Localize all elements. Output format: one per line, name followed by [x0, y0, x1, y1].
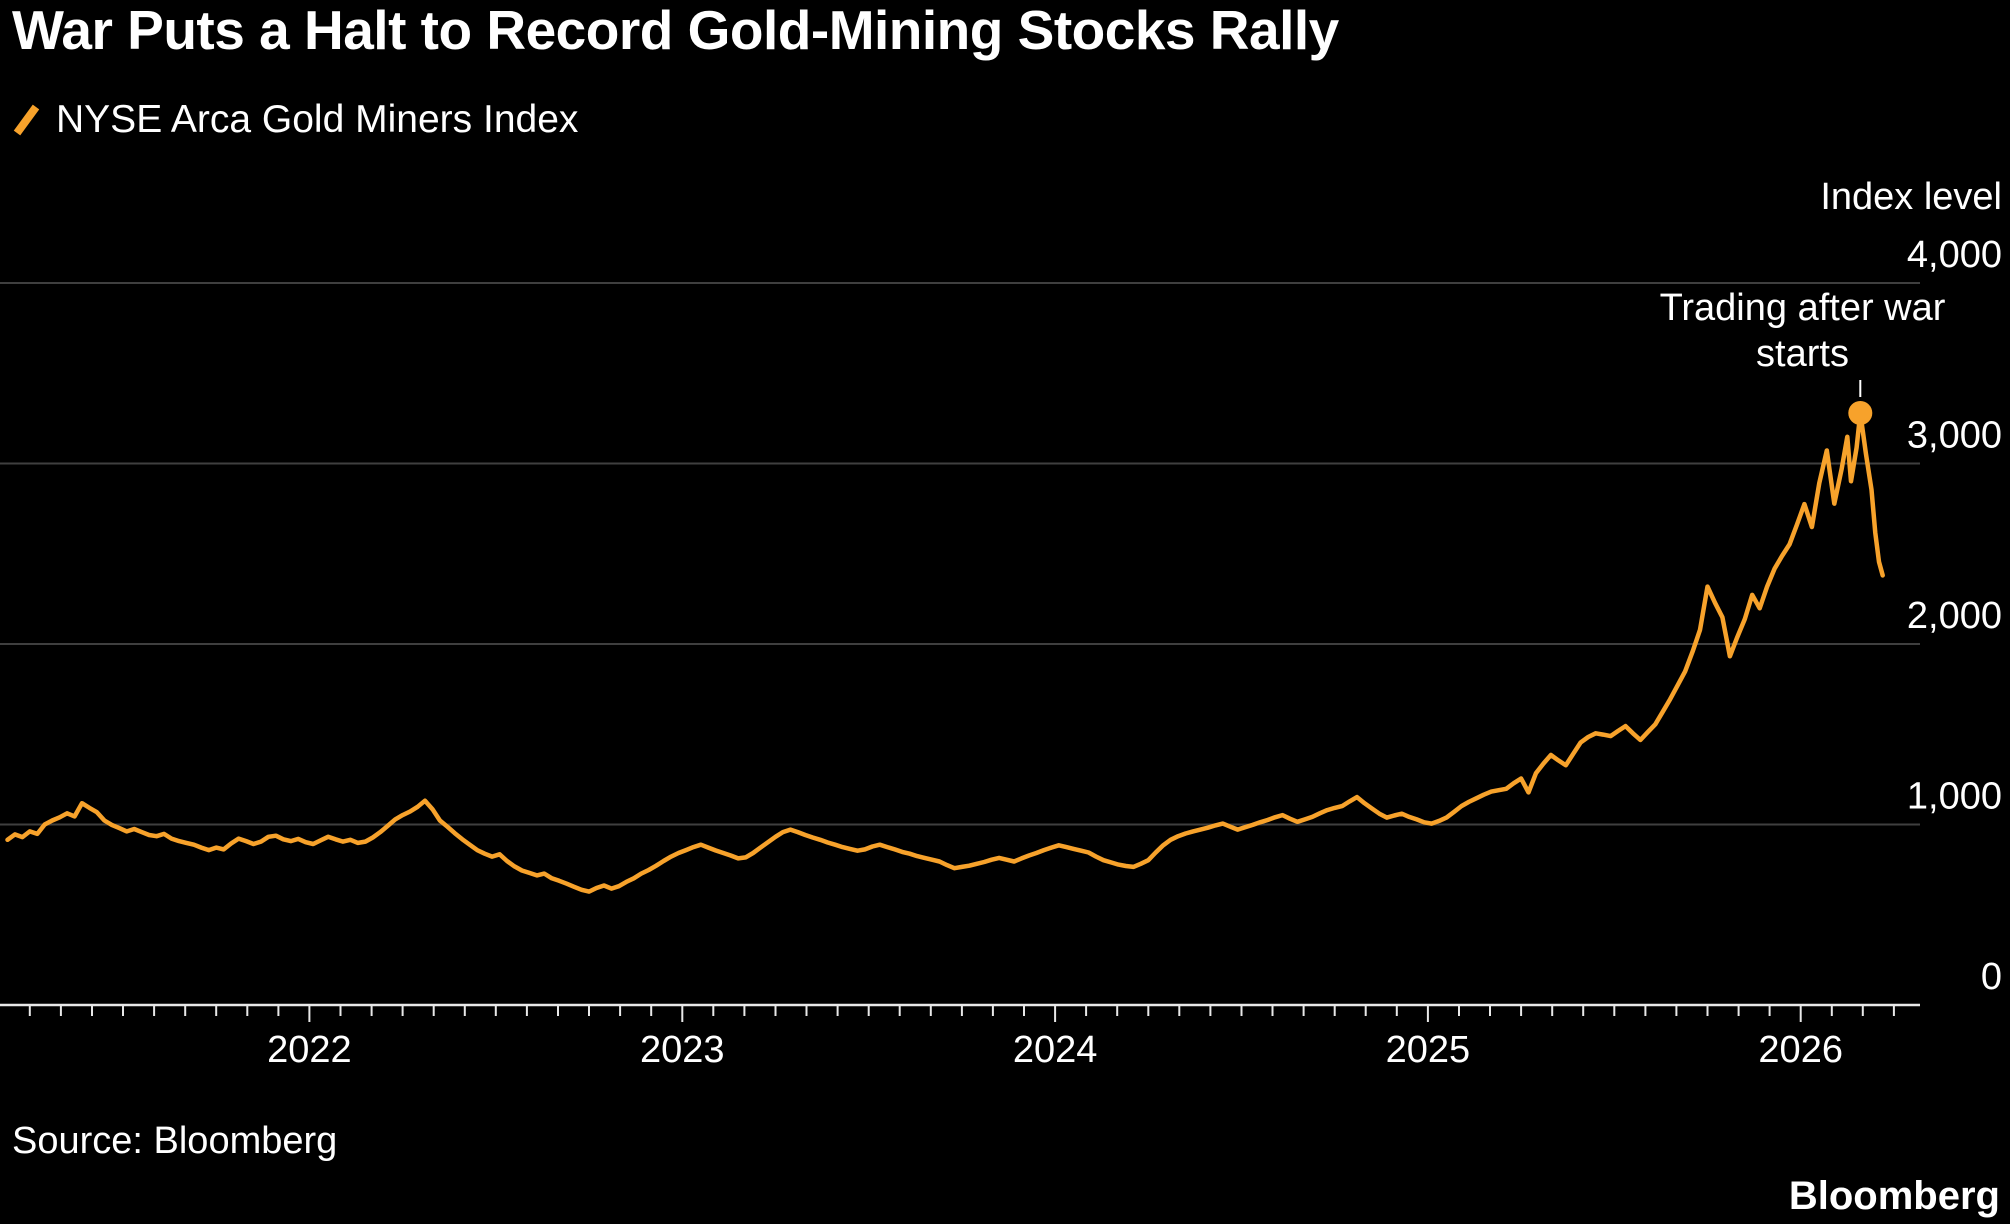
legend-label: NYSE Arca Gold Miners Index: [56, 98, 579, 141]
source-label: Source: Bloomberg: [12, 1120, 338, 1162]
x-tick-label: 2023: [640, 1029, 725, 1071]
marker-dot: [1848, 401, 1873, 425]
y-tick-label: 0: [1981, 956, 2002, 998]
y-axis-title: Index level: [1820, 176, 2002, 218]
legend-slash-stroke: [13, 104, 40, 136]
y-tick-label: 1,000: [1907, 776, 2002, 818]
series-line: [5, 410, 1885, 894]
annotation-label: Trading after war starts: [1659, 287, 1946, 375]
x-tick-label: 2025: [1386, 1029, 1471, 1071]
bloomberg-logo: Bloomberg: [1788, 1174, 2000, 1218]
y-tick-label: 4,000: [1907, 234, 2002, 276]
x-tick-label: 2026: [1758, 1029, 1843, 1071]
legend: NYSE Arca Gold Miners Index: [12, 98, 578, 142]
chart-title: War Puts a Halt to Record Gold-Mining St…: [12, 0, 1339, 61]
y-tick-label: 3,000: [1907, 415, 2002, 457]
legend-slash-icon: [13, 104, 40, 136]
x-tick-label: 2024: [1013, 1029, 1098, 1071]
y-tick-label: 2,000: [1907, 595, 2002, 637]
x-tick-label: 2022: [267, 1029, 352, 1071]
